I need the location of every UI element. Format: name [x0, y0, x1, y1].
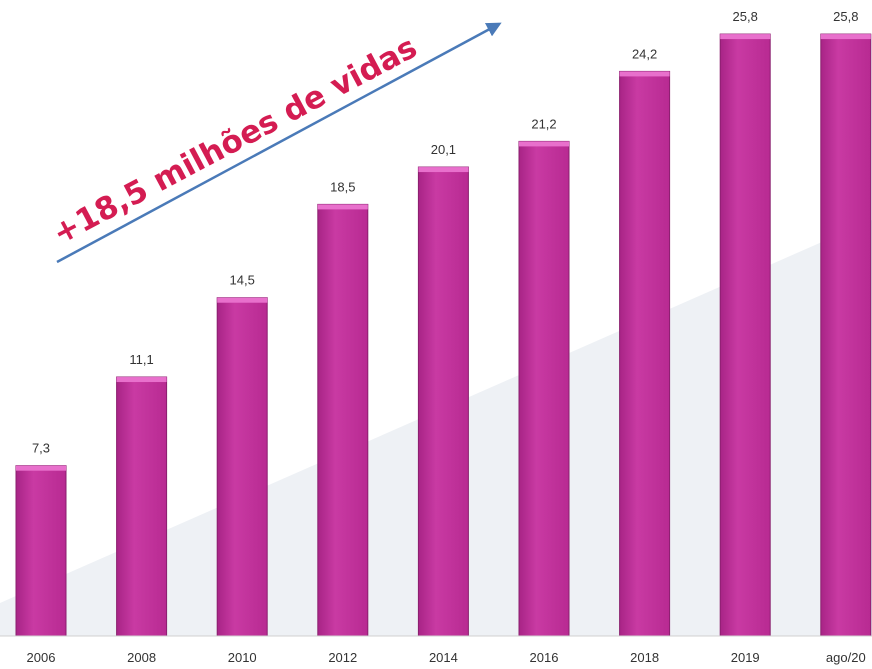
data-label: 25,8: [733, 9, 758, 24]
x-tick-label: 2008: [127, 650, 156, 665]
bar-2008: [117, 377, 167, 636]
x-tick-label: 2006: [27, 650, 56, 665]
data-label: 14,5: [230, 273, 255, 288]
x-tick-label: 2018: [630, 650, 659, 665]
data-label: 18,5: [330, 179, 355, 194]
bar-2019: [720, 34, 770, 636]
x-tick-label: 2012: [328, 650, 357, 665]
bar-2014: [418, 167, 468, 636]
data-label: 25,8: [833, 9, 858, 24]
x-tick-labels: 2006 2008 2010 2012 2014 2016 2018 2019 ago/20: [27, 650, 866, 665]
x-tick-label: 2010: [228, 650, 257, 665]
x-tick-label: 2016: [530, 650, 559, 665]
bar-top-highlight: [318, 204, 368, 209]
bar-top-highlight: [418, 167, 468, 172]
bar-ago-20: [821, 34, 871, 636]
bar-top-highlight: [117, 377, 167, 382]
bar-2018: [620, 71, 670, 636]
bar-2012: [318, 204, 368, 636]
data-label: 11,1: [129, 352, 153, 367]
bar-2016: [519, 141, 569, 636]
bar-top-highlight: [519, 141, 569, 146]
x-tick-label: 2014: [429, 650, 458, 665]
bar-top-highlight: [217, 298, 267, 303]
data-label: 7,3: [32, 441, 50, 456]
data-label: 20,1: [431, 142, 456, 157]
bars-group: [16, 34, 871, 636]
bar-2010: [217, 298, 267, 636]
bar-top-highlight: [720, 34, 770, 39]
bar-top-highlight: [821, 34, 871, 39]
bar-top-highlight: [620, 71, 670, 76]
bar-2006: [16, 466, 66, 636]
data-label: 24,2: [632, 46, 657, 61]
data-label: 21,2: [531, 116, 556, 131]
bar-top-highlight: [16, 466, 66, 471]
x-tick-label: ago/20: [826, 650, 866, 665]
x-tick-label: 2019: [731, 650, 760, 665]
